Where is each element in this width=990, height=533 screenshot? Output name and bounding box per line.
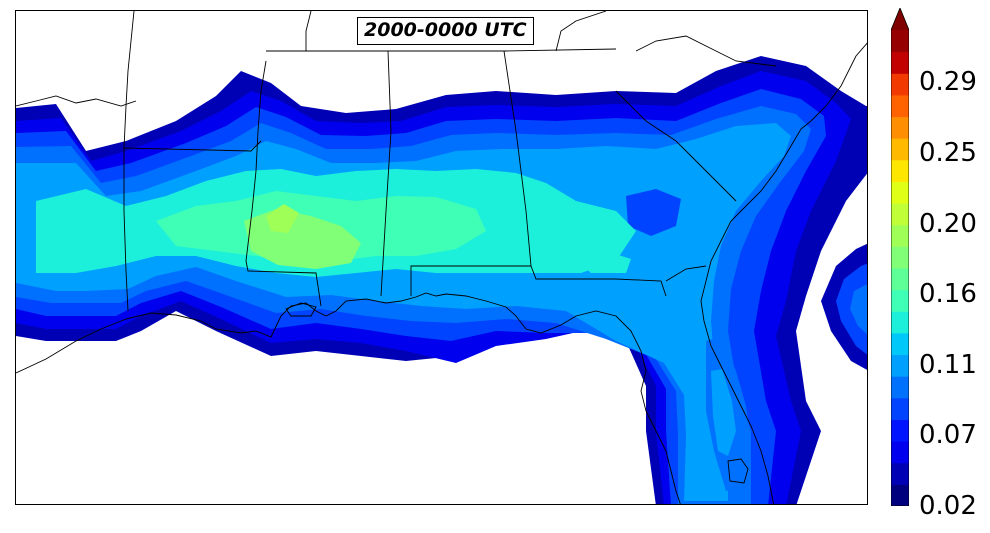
colorbar-segment [891,354,909,377]
colorbar-tick-label: 0.11 [919,350,977,380]
colorbar-segment [891,224,909,247]
state-line-10 [305,11,312,51]
colorbar [891,8,909,506]
colorbar-segment [891,376,909,399]
contour-spot-east [576,251,631,273]
colorbar-segment [891,51,909,74]
state-line-8 [615,90,737,202]
colorbar-segment [891,441,909,464]
colorbar-outline [891,8,909,506]
coastline-upper [16,95,137,107]
colorbar-tick-label: 0.20 [919,209,977,239]
state-line-7 [530,265,667,297]
colorbar-tick-label: 0.07 [919,420,977,450]
colorbar-segment [891,181,909,204]
colorbar-segment [891,159,909,182]
state-line-4 [266,48,617,52]
contour-hole-1 [626,189,681,236]
colorbar-segment [891,138,909,161]
colorbar-segment [891,397,909,420]
colorbar-segment [891,73,909,96]
lake-pontchartrain [285,302,317,317]
colorbar-tick-label: 0.29 [919,67,977,97]
contour-fills [16,56,867,504]
contour-map [16,11,867,504]
colorbar-segment [891,246,909,269]
colorbar-segment [891,484,909,506]
colorbar-segment [891,419,909,442]
lake-okeechobee [727,458,749,484]
state-line-9 [635,35,777,67]
coastline-atlantic [700,42,867,504]
colorbar-segment [891,94,909,118]
colorbar-segment [891,268,909,291]
contour-ga-spot [656,149,696,176]
colorbar-segment [891,311,909,334]
colorbar-tick-label: 0.16 [919,279,977,309]
boundaries [16,11,867,504]
state-line-6 [410,50,532,296]
state-line-11 [555,11,607,52]
state-line-12 [665,265,707,282]
colorbar-segment [891,289,909,312]
colorbar-segments [891,8,909,506]
colorbar-extend-arrow [891,8,909,30]
colorbar-segment [891,30,909,53]
colorbar-tick-label: 0.25 [919,138,977,168]
colorbar-tick-label: 0.02 [919,491,977,521]
map-title: 2000-0000 UTC [357,17,534,45]
colorbar-segment [891,116,909,139]
contour-band-9 [266,204,299,233]
colorbar-segment [891,332,909,356]
coastline-gulf [16,292,681,504]
state-line-3 [245,60,322,307]
contour-fl-core [711,369,736,456]
map-panel: 2000-0000 UTC [15,10,868,505]
contour-blob-atlantic-3 [850,284,867,335]
colorbar-segment [891,203,909,226]
colorbar-segment [891,462,909,485]
state-line-5 [380,50,392,297]
